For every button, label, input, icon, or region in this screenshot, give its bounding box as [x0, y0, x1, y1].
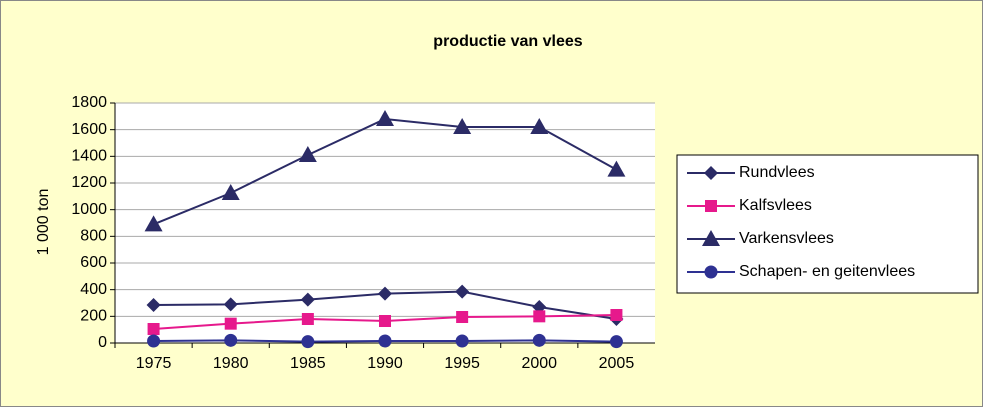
marker	[610, 309, 623, 321]
marker	[224, 333, 238, 347]
x-tick-label: 2005	[599, 355, 635, 372]
marker	[456, 311, 469, 323]
y-tick-label: 200	[80, 308, 107, 325]
legend-label: Schapen- en geitenvlees	[739, 263, 915, 280]
marker	[704, 166, 718, 180]
marker	[144, 215, 163, 232]
y-axis-label: 1 000 ton	[35, 189, 52, 256]
y-tick-label: 1400	[71, 148, 107, 165]
y-tick-label: 600	[80, 254, 107, 271]
marker	[532, 333, 546, 347]
y-tick-label: 800	[80, 228, 107, 245]
y-tick-label: 1200	[71, 174, 107, 191]
marker	[455, 334, 469, 348]
marker	[607, 160, 626, 177]
marker	[455, 284, 470, 299]
marker	[301, 335, 315, 349]
y-tick-label: 1800	[71, 94, 107, 111]
marker	[379, 315, 391, 327]
marker	[609, 335, 623, 349]
y-tick-label: 1600	[71, 121, 107, 138]
marker	[530, 118, 549, 134]
y-tick-label: 400	[80, 281, 107, 298]
legend-label: Kalfsvlees	[739, 197, 812, 214]
marker	[301, 313, 314, 325]
y-tick-label: 0	[98, 334, 107, 351]
marker	[378, 334, 392, 348]
x-tick-label: 1985	[290, 355, 326, 372]
marker	[704, 265, 718, 279]
legend-label: Varkensvlees	[739, 230, 834, 247]
marker	[146, 298, 161, 312]
marker	[298, 146, 317, 162]
legend-box	[676, 154, 979, 294]
marker	[300, 292, 315, 307]
marker	[453, 118, 472, 134]
x-tick-label: 1990	[367, 355, 403, 372]
x-tick-label: 1995	[444, 355, 480, 372]
marker	[224, 317, 237, 330]
y-tick-label: 1000	[71, 201, 107, 218]
x-tick-label: 2000	[521, 355, 557, 372]
plot-area	[115, 103, 655, 343]
marker	[223, 297, 238, 312]
marker	[533, 310, 546, 323]
legend-label: Rundvlees	[739, 164, 815, 181]
x-tick-label: 1975	[136, 355, 172, 372]
marker	[221, 184, 240, 200]
marker	[378, 286, 392, 301]
marker	[147, 334, 161, 348]
marker	[376, 110, 394, 126]
marker	[147, 323, 160, 335]
marker	[705, 200, 717, 212]
chart-title: productie van vlees	[433, 33, 582, 50]
marker	[702, 230, 720, 246]
x-tick-label: 1980	[213, 355, 249, 372]
